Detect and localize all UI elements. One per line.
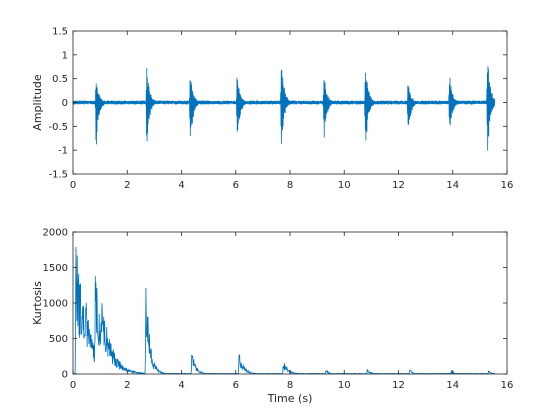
y-tick-label: 0 [62,98,68,109]
y-tick-label: -1.5 [48,170,68,181]
x-tick-label: 8 [287,380,293,391]
x-tick-label: 12 [392,380,405,391]
kurtosis-y-ticks: 0 500 1000 1500 2000 [43,228,507,381]
time-x-axis-label: Time (s) [267,392,313,405]
y-tick-label: 2000 [43,228,68,239]
x-tick-label: 0 [70,380,76,391]
x-tick-label: 4 [178,380,184,391]
x-tick-label: 2 [124,180,130,191]
y-tick-label: 0.5 [52,74,68,85]
x-tick-label: 14 [446,180,459,191]
x-tick-label: 4 [178,180,184,191]
x-tick-label: 12 [392,180,405,191]
kurtosis-plot-area [73,232,507,374]
x-tick-label: 10 [338,180,351,191]
x-tick-label: 14 [446,380,459,391]
x-tick-label: 2 [124,380,130,391]
y-tick-label: 0 [62,370,68,381]
kurtosis-y-axis-label: Kurtosis [31,281,44,325]
y-tick-label: -1 [58,146,68,157]
x-tick-label: 0 [70,180,76,191]
x-tick-label: 6 [233,380,239,391]
amplitude-y-ticks: -1.5 -1 -0.5 0 0.5 1 1.5 [48,27,507,181]
y-tick-label: -0.5 [48,122,68,133]
x-tick-label: 8 [287,180,293,191]
y-tick-label: 1.5 [52,27,68,38]
amplitude-series-line [72,66,496,151]
y-tick-label: 500 [49,334,68,345]
y-tick-label: 1000 [43,299,68,310]
y-tick-label: 1500 [43,263,68,274]
x-tick-label: 10 [338,380,351,391]
x-tick-label: 6 [233,180,239,191]
kurtosis-x-ticks: 0 2 4 6 8 10 12 14 16 [70,232,514,391]
amplitude-subplot: 0 2 4 6 8 10 12 14 16 -1.5 -1 -0.5 0 0.5 1 1.5 Amplitu… [31,27,513,192]
x-tick-label: 16 [501,380,514,391]
amplitude-y-axis-label: Amplitude [31,74,44,131]
x-tick-label: 16 [501,180,514,191]
amplitude-x-ticks: 0 2 4 6 8 10 12 14 16 [70,31,514,191]
y-tick-label: 1 [62,50,68,61]
